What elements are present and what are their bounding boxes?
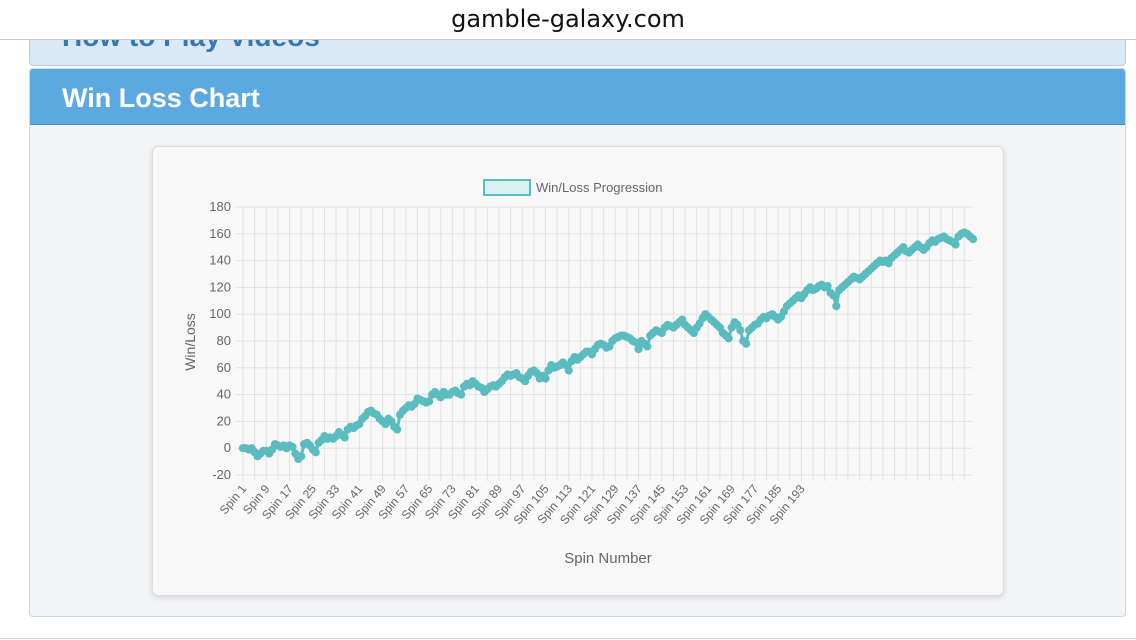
data-point[interactable] <box>634 344 643 354</box>
y-tick-label: 80 <box>217 333 231 348</box>
win-loss-chart: Win/Loss Progression -20 0 20 40 60 80 100 120 1… <box>182 179 978 567</box>
win-loss-panel-header[interactable]: Win Loss Chart <box>30 69 1125 125</box>
data-point[interactable] <box>724 334 733 343</box>
y-tick-label: 180 <box>209 199 231 214</box>
data-point[interactable] <box>643 342 652 351</box>
y-axis-label: Win/Loss <box>182 313 198 371</box>
y-tick-label: 100 <box>209 306 231 321</box>
data-point[interactable] <box>340 433 349 442</box>
chart-card: Win/Loss Progression -20 0 20 40 60 80 100 120 1… <box>152 146 1004 596</box>
data-point[interactable] <box>541 374 550 383</box>
y-tick-label: 20 <box>217 413 231 428</box>
y-tick-label: 120 <box>209 279 231 294</box>
data-point[interactable] <box>736 326 745 335</box>
data-point[interactable] <box>297 452 306 461</box>
y-tick-label: -20 <box>212 467 231 482</box>
y-tick-label: 40 <box>217 387 231 402</box>
x-axis-label: Spin Number <box>564 550 652 567</box>
data-point[interactable] <box>951 240 960 249</box>
chart-legend[interactable]: Win/Loss Progression <box>483 179 662 196</box>
y-tick-label: 0 <box>224 440 231 455</box>
data-point[interactable] <box>968 235 978 244</box>
y-axis-ticks: -20 0 20 40 60 80 100 120 140 160 180 <box>209 199 231 482</box>
data-point[interactable] <box>425 397 434 406</box>
y-tick-label: 60 <box>217 360 231 375</box>
data-point[interactable] <box>288 442 297 451</box>
series-win-loss <box>238 228 978 464</box>
data-point[interactable] <box>823 281 832 291</box>
data-point[interactable] <box>742 339 751 348</box>
page-bottom-divider <box>0 638 1136 639</box>
data-point[interactable] <box>311 448 320 457</box>
browser-url-bar[interactable]: gamble-galaxy.com <box>0 0 1136 40</box>
data-point[interactable] <box>457 390 466 399</box>
legend-swatch <box>483 179 531 196</box>
data-point[interactable] <box>564 366 573 375</box>
data-point[interactable] <box>393 425 402 434</box>
y-tick-label: 160 <box>209 226 231 241</box>
data-point[interactable] <box>829 291 838 300</box>
data-point[interactable] <box>832 302 841 311</box>
legend-label: Win/Loss Progression <box>536 180 662 195</box>
url-text: gamble-galaxy.com <box>451 5 685 33</box>
y-tick-label: 140 <box>209 253 231 268</box>
win-loss-panel: Win Loss Chart Win/Loss Progression -20 0… <box>29 68 1126 617</box>
win-loss-panel-title: Win Loss Chart <box>62 83 260 113</box>
